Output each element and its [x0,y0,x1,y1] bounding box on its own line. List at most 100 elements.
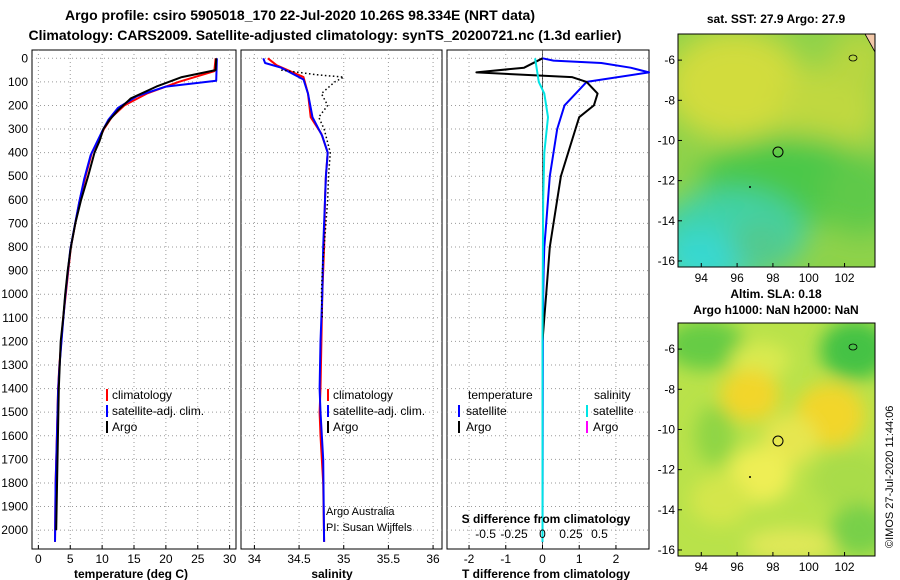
depth-tick-label: 900 [8,264,28,278]
depth-tick-label: 1400 [1,382,28,396]
temperature-panel: 0100200300400500600700800900100011001200… [1,49,237,580]
pi-note: PI: Susan Wijffels [326,522,412,534]
x-tick-label: -2 [464,552,475,566]
argo-float-marker [772,146,784,158]
depth-tick-label: 2000 [1,523,28,537]
depth-tick-label: 500 [8,169,28,183]
s-diff-tick-label: -0.5 [475,527,496,541]
x-tick-label: 30 [223,552,237,566]
x-tick-label: -1 [500,552,511,566]
salinity-x-label: salinity [311,567,353,580]
legend-label-argo: Argo [112,420,138,434]
depth-tick-label: 1000 [1,287,28,301]
lon-tick-label: 100 [799,271,819,285]
legend-label-s-satellite: satellite [593,404,634,418]
x-tick-label: 34.5 [287,552,311,566]
legend-label-t-satellite: satellite [466,404,507,418]
figure-title-line-2: Climatology: CARS2009. Satellite-adjuste… [29,27,622,43]
temperature-legend: climatology satellite-adj. clim. Argo [106,388,204,434]
series-argo [55,58,218,531]
sla-map-title: Altim. SLA: 0.18 [730,287,822,301]
legend-label-t-argo: Argo [466,420,492,434]
difference-panel: -2 -1 0 1 2 -0.5 -0.25 0 0.25 0.5 S difference fr… [446,49,650,580]
salinity-panel: 34 34.5 35 35.5 36 salinity Argo Australia P… [240,49,443,580]
x-tick-label: 35.5 [377,552,401,566]
lat-tick-label: -12 [658,174,676,188]
depth-tick-label: 1800 [1,476,28,490]
depth-tick-label: 300 [8,122,28,136]
depth-tick-label: 1300 [1,358,28,372]
sst-map: sat. SST: 27.9 Argo: 27.9 94 96 98 100 102 -6… [658,12,876,285]
x-tick-label: 10 [95,552,109,566]
argo-float-marker [772,435,784,447]
depth-tick-label: 1600 [1,429,28,443]
x-tick-label: 25 [191,552,205,566]
lat-tick-label: -16 [658,543,676,557]
lat-tick-label: -6 [664,53,675,67]
sst-map-title: sat. SST: 27.9 Argo: 27.9 [707,12,846,26]
s-difference-label: S difference from climatology [462,512,631,526]
legend-label-satellite: satellite-adj. clim. [333,404,425,418]
s-diff-tick-label: 0.5 [591,527,608,541]
argo-australia-note: Argo Australia [326,506,395,518]
lon-tick-label: 94 [695,271,709,285]
x-tick-label: 20 [159,552,173,566]
x-tick-label: 0 [35,552,42,566]
series-salinity-satellite [534,58,549,542]
imos-timestamp: ©IMOS 27-Jul-2020 11:44:06 [884,406,896,548]
s-diff-tick-label: -0.25 [500,527,528,541]
figure-title-line-1: Argo profile: csiro 5905018_170 22-Jul-2… [65,7,535,23]
depth-tick-label: 600 [8,193,28,207]
depth-tick-label: 1100 [2,311,28,325]
temperature-x-label: temperature (deg C) [74,567,188,580]
depth-tick-label: 200 [8,98,28,112]
lat-tick-label: -14 [658,503,676,517]
depth-tick-label: 100 [8,75,28,89]
lat-tick-label: -12 [658,463,676,477]
lat-tick-label: -10 [658,133,676,147]
series-argo [281,69,345,318]
series-temperature-satellite [541,57,650,542]
lon-tick-label: 102 [835,560,855,574]
sst-field [678,34,875,267]
depth-tick-label: 1200 [1,334,28,348]
difference-panel-frame [446,49,650,550]
difference-legend: temperature salinity satellite Argo sate… [458,388,634,434]
x-tick-label: 0 [539,552,546,566]
lon-tick-label: 96 [730,560,744,574]
lat-tick-label: -16 [658,254,676,268]
lat-tick-label: -14 [658,214,676,228]
lon-tick-label: 94 [695,560,709,574]
legend-label-climatology: climatology [333,388,393,402]
lon-tick-label: 96 [730,271,744,285]
lat-tick-label: -8 [664,93,675,107]
depth-tick-label: 1700 [1,452,28,466]
x-tick-label: 36 [426,552,440,566]
lon-tick-label: 98 [766,271,780,285]
s-diff-tick-label: 0.25 [559,527,583,541]
depth-tick-label: 1900 [1,500,28,514]
series-climatology [54,58,217,542]
x-tick-label: 1 [576,552,583,566]
legend-header-salinity: salinity [594,388,631,402]
salinity-panel-frame [240,49,443,550]
x-tick-label: 15 [127,552,141,566]
lon-tick-label: 98 [766,560,780,574]
legend-label-climatology: climatology [112,388,172,402]
depth-tick-label: 700 [8,216,28,230]
legend-label-s-argo: Argo [593,420,619,434]
depth-tick-label: 400 [8,146,28,160]
legend-label-satellite: satellite-adj. clim. [112,404,204,418]
x-tick-label: 34 [248,552,262,566]
depth-tick-label: 0 [21,51,28,65]
salinity-legend: climatology satellite-adj. clim. Argo [327,388,425,434]
series-satellite-adj-clim- [262,57,329,542]
depth-tick-label: 800 [8,240,28,254]
x-tick-label: 2 [613,552,620,566]
legend-header-temperature: temperature [468,388,533,402]
series-satellite-adj-clim- [54,58,218,542]
lat-tick-label: -8 [664,382,675,396]
sla-map: Altim. SLA: 0.18 Argo h1000: NaN h2000: … [658,287,876,574]
lat-tick-label: -6 [664,342,675,356]
